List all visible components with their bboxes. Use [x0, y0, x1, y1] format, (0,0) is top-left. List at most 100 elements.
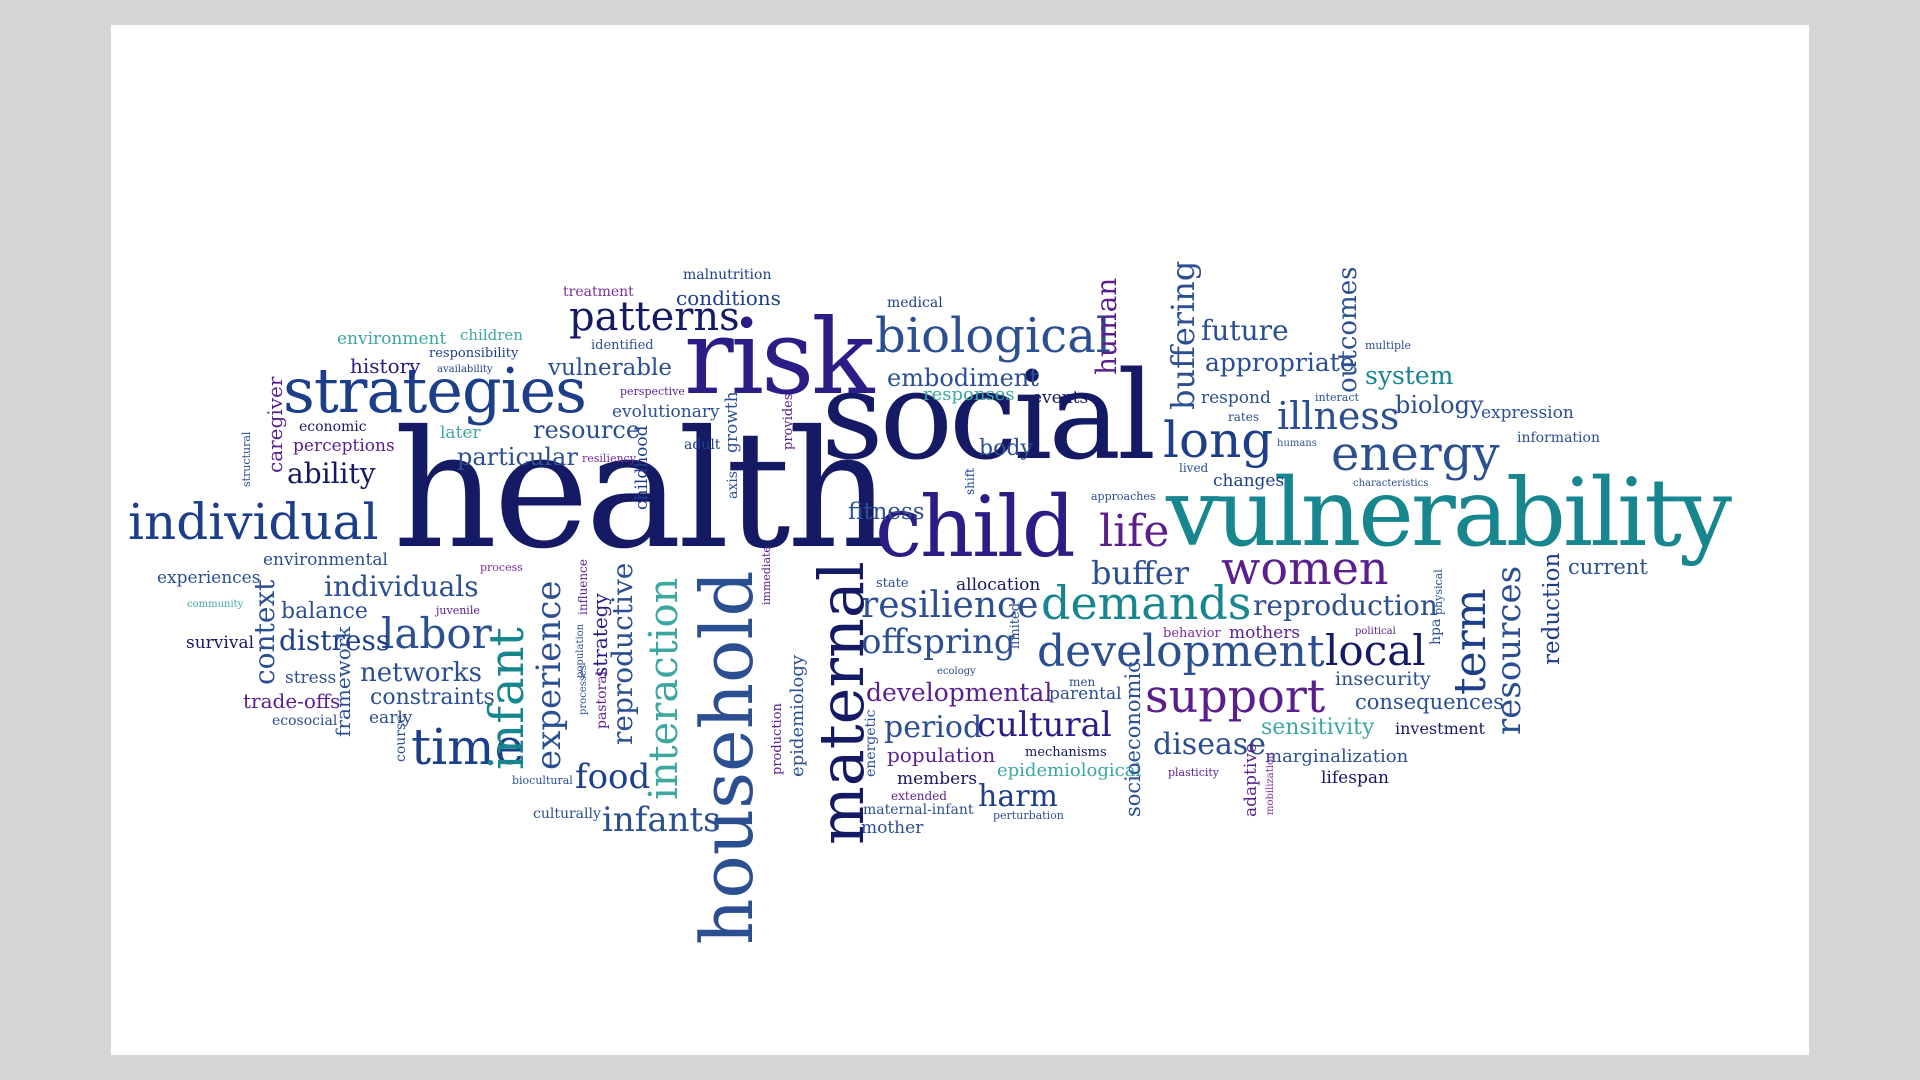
word-ecosocial: ecosocial	[272, 713, 338, 729]
word-particular: particular	[457, 443, 578, 471]
word-changes: changes	[1213, 471, 1285, 491]
word-experience: experience	[529, 580, 569, 771]
word-biology: biology	[1395, 391, 1484, 419]
word-trade-offs: trade-offs	[243, 689, 341, 713]
word-reproduction: reproduction	[1253, 589, 1438, 622]
word-provides: provides	[781, 393, 796, 450]
word-experiences: experiences	[157, 568, 261, 588]
word-resource: resource	[533, 416, 641, 444]
word-childhood: childhood	[632, 425, 652, 510]
word-economic: economic	[299, 419, 367, 435]
word-strategy: strategy	[588, 593, 612, 677]
word-course: course	[393, 714, 409, 762]
word-future: future	[1201, 314, 1289, 347]
word-demands: demands	[1041, 576, 1252, 630]
word-biocultural: biocultural	[512, 774, 573, 787]
word-local: local	[1325, 626, 1426, 675]
word-survival: survival	[186, 633, 255, 653]
word-population: population	[887, 743, 996, 767]
word-offspring: offspring	[861, 622, 1016, 662]
word-socioeconomic: socioeconomic	[1121, 661, 1145, 817]
word-immediate: immediate	[760, 546, 773, 605]
word-infants: infants	[602, 800, 721, 840]
word-buffering: buffering	[1164, 260, 1202, 410]
word-political: political	[1355, 626, 1396, 637]
word-hpa: hpa	[1428, 618, 1444, 645]
word-maternal-infant: maternal-infant	[863, 802, 974, 818]
word-respond: respond	[1201, 388, 1271, 408]
word-labor: labor	[381, 609, 492, 658]
word-appropriate: appropriate	[1205, 348, 1355, 377]
word-fitness: fitness	[848, 499, 925, 525]
word-investment: investment	[1395, 719, 1485, 738]
word-developmental: developmental	[866, 678, 1053, 707]
word-characteristics: characteristics	[1353, 478, 1429, 489]
word-epidemiology: epidemiology	[787, 654, 808, 777]
word-children: children	[460, 326, 523, 344]
word-life: life	[1099, 506, 1170, 557]
word-extended: extended	[891, 789, 947, 803]
word-period: period	[884, 710, 983, 745]
word-long: long	[1163, 411, 1274, 469]
word-evolutionary: evolutionary	[612, 402, 720, 422]
word-approaches: approaches	[1091, 490, 1156, 503]
word-networks: networks	[360, 658, 483, 688]
word-conditions: conditions	[676, 286, 781, 310]
word-axis: axis	[725, 471, 741, 499]
word-ecology: ecology	[937, 666, 976, 677]
word-ability: ability	[287, 457, 376, 490]
word-vulnerable: vulnerable	[548, 355, 672, 381]
word-insecurity: insecurity	[1335, 668, 1431, 690]
word-later: later	[440, 423, 481, 443]
word-support: support	[1145, 669, 1326, 723]
word-patterns: patterns	[569, 294, 740, 340]
word-mother: mother	[861, 818, 924, 838]
word-buffer: buffer	[1091, 554, 1190, 592]
word-parental: parental	[1049, 684, 1122, 704]
word-marginalization: marginalization	[1265, 746, 1409, 767]
word-resilience: resilience	[861, 585, 1039, 626]
word-energy: energy	[1331, 426, 1500, 482]
word-adult: adult	[684, 437, 721, 453]
word-treatment: treatment	[563, 284, 634, 300]
word-illness: illness	[1277, 394, 1400, 438]
word-growth: growth	[722, 391, 742, 453]
word-malnutrition: malnutrition	[683, 267, 772, 283]
word-plasticity: plasticity	[1168, 766, 1220, 779]
word-men: men	[1069, 675, 1096, 689]
word-body: body	[979, 436, 1033, 461]
word-context: context	[248, 579, 281, 685]
word-perceptions: perceptions	[293, 436, 395, 456]
word-women: women	[1221, 541, 1389, 595]
word-consequences: consequences	[1355, 690, 1505, 714]
word-interact: interact	[1315, 391, 1359, 404]
word-individuals: individuals	[324, 570, 479, 603]
word-mobilization: mobilization	[1265, 752, 1276, 815]
word-adaptive: adaptive	[1241, 743, 1261, 817]
word-embodiment: embodiment	[887, 364, 1039, 392]
word-health: health	[393, 397, 891, 585]
word-distress: distress	[279, 624, 391, 657]
word-members: members	[897, 769, 978, 789]
word-social: social	[821, 345, 1156, 487]
word-identified: identified	[591, 338, 654, 353]
word-responsibility: responsibility	[429, 346, 519, 361]
word-availability: availability	[437, 364, 493, 375]
word-history: history	[350, 354, 421, 378]
word-perturbation: perturbation	[993, 809, 1064, 822]
word-development: development	[1037, 626, 1325, 677]
word-community: community	[187, 599, 244, 610]
word-allocation: allocation	[956, 575, 1041, 595]
word-process: process	[480, 561, 523, 574]
word-shift: shift	[963, 468, 977, 495]
word-medical: medical	[887, 295, 943, 311]
word-energetic: energetic	[863, 709, 879, 777]
word-framework: framework	[331, 626, 355, 737]
word-physical: physical	[1432, 569, 1445, 615]
word-environment: environment	[337, 329, 447, 349]
word-stress: stress	[285, 668, 337, 688]
word-events: events	[1032, 388, 1089, 408]
word-reproductive: reproductive	[606, 562, 639, 745]
word-culturally: culturally	[533, 806, 601, 822]
word-state: state	[876, 576, 909, 591]
